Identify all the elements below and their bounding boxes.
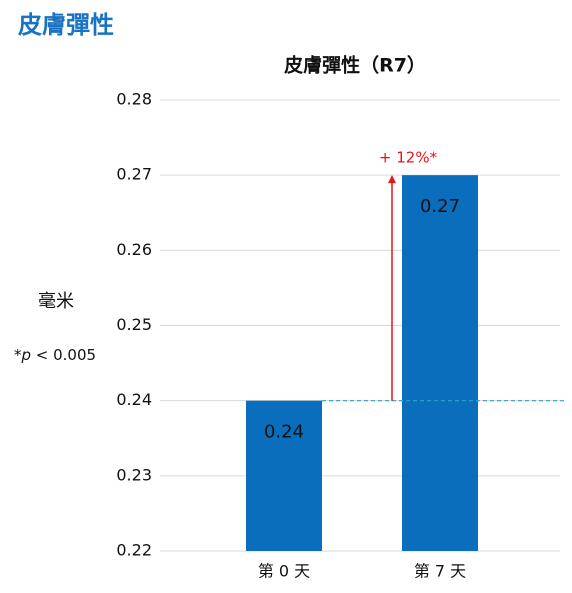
page-title: 皮膚彈性 — [18, 11, 114, 39]
y-tick-label: 0.22 — [116, 541, 152, 560]
y-tick-label: 0.24 — [116, 390, 152, 409]
note-var: p — [20, 346, 31, 364]
annotation: + 12%* — [379, 149, 438, 167]
bar — [246, 400, 322, 551]
bar — [402, 175, 478, 551]
y-tick-label: 0.25 — [116, 315, 152, 334]
x-tick-label: 第 7 天 — [414, 562, 466, 581]
y-axis-label: 毫米 — [38, 291, 74, 312]
x-tick-label: 第 0 天 — [258, 562, 310, 581]
y-tick-label: 0.23 — [116, 465, 152, 484]
note: *p < 0.005 — [14, 346, 96, 364]
value-label: 0.27 — [420, 196, 460, 217]
arrow-head — [388, 175, 396, 184]
note-prefix: * — [14, 346, 22, 364]
chart-title: 皮膚彈性（R7） — [284, 54, 426, 77]
y-tick-label: 0.26 — [116, 240, 152, 259]
note-suffix: < 0.005 — [31, 346, 96, 364]
y-tick-label: 0.27 — [116, 165, 152, 184]
y-tick-label: 0.28 — [116, 90, 152, 109]
value-label: 0.24 — [264, 422, 304, 443]
